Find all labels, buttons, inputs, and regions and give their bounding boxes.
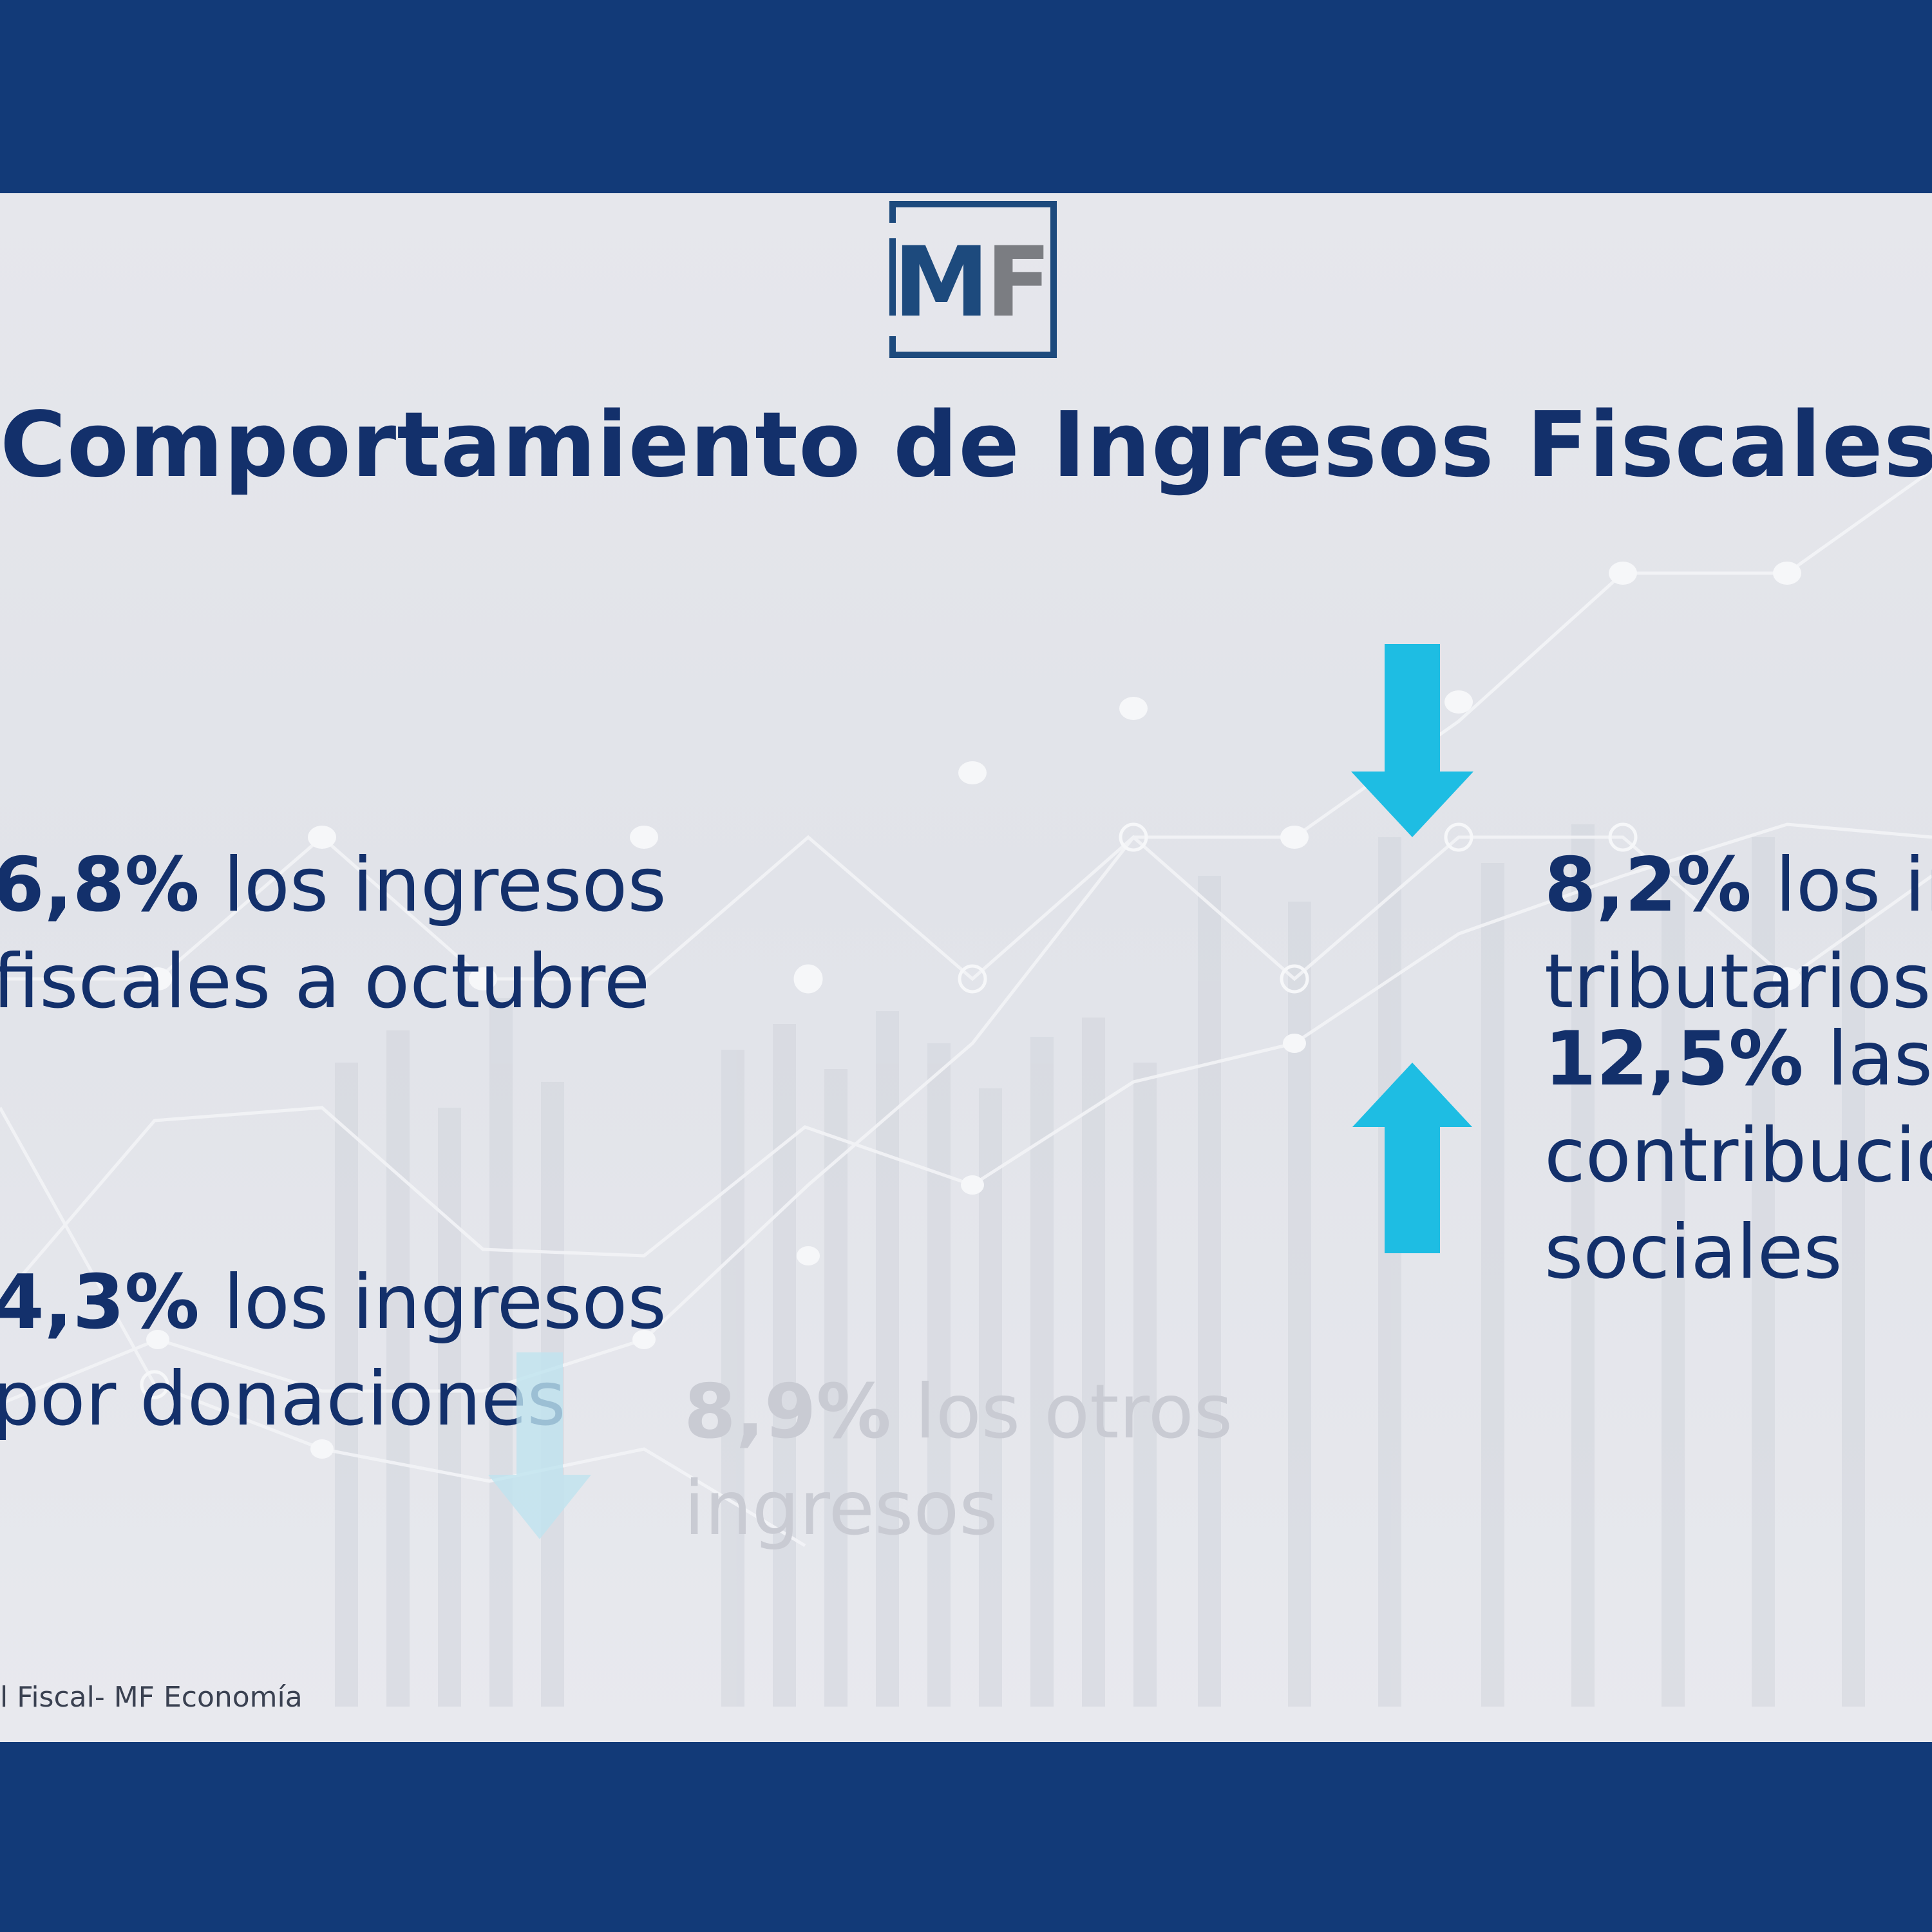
stat-line-1: 6,8% los ingresos bbox=[0, 837, 667, 934]
stat-line-2: contribucio bbox=[1544, 1112, 1932, 1199]
stat-line-1: 8,2% los in bbox=[1544, 837, 1932, 934]
stat-ingresos-fiscales: 6,8% los ingresos fiscales a octubre bbox=[0, 837, 667, 1030]
mf-logo: MF bbox=[889, 201, 1057, 358]
stat-line-1: 8,9% los otros bbox=[684, 1364, 1233, 1461]
stat-value: 6,8% bbox=[0, 842, 200, 929]
slide: MF Comportamiento de Ingresos Fiscales 6… bbox=[0, 193, 1932, 1742]
arrow-down-faded-icon bbox=[488, 1352, 591, 1539]
stat-line-2: fiscales a octubre bbox=[0, 938, 650, 1025]
stat-line-2: ingresos bbox=[684, 1465, 998, 1552]
stat-ingresos-tributarios: 8,2% los in tributarios bbox=[1544, 837, 1932, 1030]
top-frame-band bbox=[0, 0, 1932, 193]
stat-text: los otros bbox=[891, 1368, 1233, 1455]
arrow-down-icon bbox=[1351, 644, 1473, 837]
stat-ingresos-donaciones: 4,3% los ingresos por donaciones bbox=[0, 1255, 667, 1448]
stat-line-1: 4,3% los ingresos bbox=[0, 1255, 667, 1351]
stat-value: 8,2% bbox=[1544, 842, 1752, 929]
bottom-frame-band bbox=[0, 1742, 1932, 1932]
svg-text:MF: MF bbox=[893, 227, 1048, 339]
stat-otros-ingresos: 8,9% los otros ingresos bbox=[684, 1364, 1233, 1557]
source-footnote: l Fiscal- MF Economía bbox=[0, 1681, 303, 1714]
stat-text: los ingresos bbox=[199, 1259, 667, 1346]
stat-line-2: tributarios bbox=[1544, 938, 1931, 1025]
arrow-up-icon bbox=[1352, 1063, 1472, 1253]
stat-text: los in bbox=[1775, 842, 1932, 929]
stat-value: 8,9% bbox=[684, 1368, 891, 1455]
slide-title: Comportamiento de Ingresos Fiscales bbox=[0, 393, 1932, 498]
stat-text: las bbox=[1803, 1016, 1932, 1103]
stat-value: 12,5% bbox=[1544, 1016, 1804, 1103]
stat-contribuciones-sociales: 12,5% las contribucio sociales bbox=[1544, 1011, 1932, 1301]
stat-line-2: por donaciones bbox=[0, 1356, 566, 1443]
stat-text: los ingresos bbox=[199, 842, 667, 929]
stat-value: 4,3% bbox=[0, 1259, 200, 1346]
stat-line-3: sociales bbox=[1544, 1209, 1842, 1296]
stat-line-1: 12,5% las bbox=[1544, 1011, 1932, 1108]
